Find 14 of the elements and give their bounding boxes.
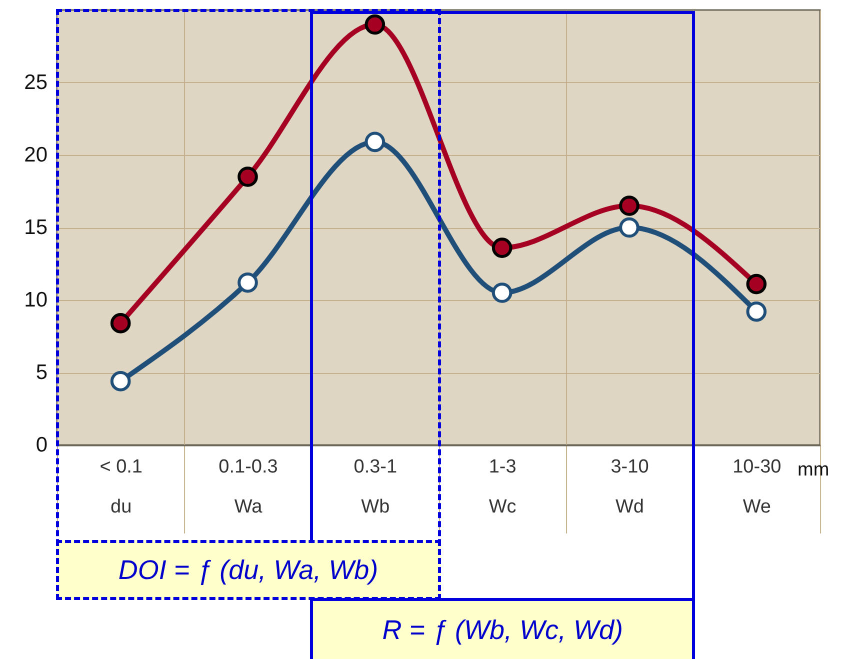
x-tick-label: 10-30 We [732,456,782,518]
y-tick-label: 15 [24,216,48,239]
x-tick-label: 3-10 Wd [610,456,649,518]
y-tick-label: 5 [36,361,48,384]
x-tick-label: 1-3 Wc [488,456,516,518]
y-tick-label: 20 [24,144,48,166]
text: DOI = ƒ (du, Wa, Wb) [56,540,440,600]
x-tick-label: 0.3-1 Wb [354,456,398,518]
y-tick-label: 10 [24,288,48,312]
y-tick-label: 0 [36,434,48,456]
x-axis-title: mm [798,460,830,480]
x-tick-label: 0.1-0.3 Wa [218,456,278,518]
y-tick-label: 25 [24,71,48,94]
x-tick-label: < 0.1 du [100,456,142,518]
